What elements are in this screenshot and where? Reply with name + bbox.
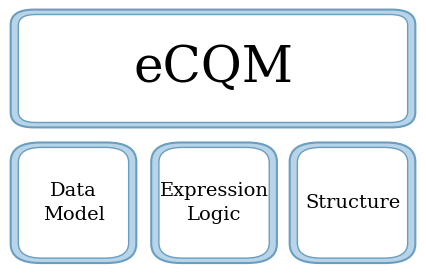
FancyBboxPatch shape — [297, 147, 408, 258]
FancyBboxPatch shape — [18, 15, 408, 122]
FancyBboxPatch shape — [151, 142, 277, 263]
FancyBboxPatch shape — [290, 142, 415, 263]
FancyBboxPatch shape — [11, 142, 136, 263]
Text: Expression
Logic: Expression Logic — [160, 182, 268, 224]
Text: Data
Model: Data Model — [43, 182, 104, 224]
Text: eCQM: eCQM — [133, 44, 293, 93]
Text: Structure: Structure — [305, 194, 400, 212]
FancyBboxPatch shape — [11, 10, 415, 127]
FancyBboxPatch shape — [159, 147, 269, 258]
FancyBboxPatch shape — [18, 147, 129, 258]
